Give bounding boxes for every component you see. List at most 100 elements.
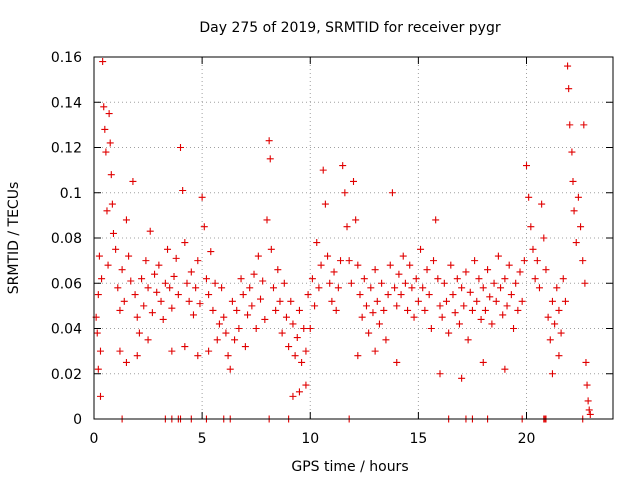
data-point	[334, 284, 342, 292]
data-point	[265, 137, 273, 145]
data-point	[133, 352, 141, 360]
data-point	[224, 352, 232, 360]
data-point	[252, 325, 260, 332]
data-point	[582, 358, 590, 366]
data-point	[399, 252, 407, 260]
data-point	[561, 297, 569, 305]
data-point	[566, 121, 574, 129]
data-point	[330, 268, 338, 276]
data-point	[406, 261, 414, 269]
data-point	[179, 186, 187, 194]
data-point	[215, 320, 223, 328]
data-point	[473, 297, 481, 305]
data-point	[423, 266, 431, 274]
data-point	[397, 291, 405, 299]
data-point	[360, 275, 368, 283]
data-point	[276, 297, 284, 305]
data-point	[382, 336, 390, 344]
data-point	[586, 410, 594, 418]
data-point	[106, 139, 114, 147]
data-point	[527, 223, 535, 231]
data-point	[144, 336, 152, 344]
data-point	[533, 257, 541, 265]
data-point	[455, 320, 463, 328]
data-point	[96, 347, 104, 355]
data-point	[523, 162, 530, 170]
data-point	[98, 275, 106, 283]
data-point	[371, 266, 379, 274]
data-point	[505, 261, 513, 269]
data-point	[155, 261, 163, 269]
axis-ticks: 0 0.02 0.04 0.06 0.08 0.1 0.12 0.14 0.16 0 5 10 15 20	[51, 50, 613, 447]
y-tick-label: 0.14	[51, 95, 82, 111]
y-tick-label: 0.1	[60, 186, 82, 202]
data-point	[373, 297, 381, 305]
data-point	[285, 343, 293, 351]
data-point	[412, 275, 420, 283]
data-point	[133, 313, 141, 321]
data-point	[315, 284, 323, 292]
data-point	[362, 302, 370, 310]
data-point	[414, 297, 422, 305]
data-point	[410, 313, 418, 321]
data-point	[148, 309, 156, 317]
data-point	[484, 266, 492, 274]
y-tick-label: 0	[73, 412, 82, 428]
data-point	[157, 297, 165, 305]
data-point	[187, 268, 195, 276]
data-point	[153, 288, 161, 296]
data-point	[295, 388, 303, 396]
data-point	[244, 311, 252, 319]
data-point	[514, 306, 522, 314]
data-point	[142, 257, 150, 265]
data-point	[213, 336, 221, 344]
data-point	[172, 254, 180, 262]
data-point	[105, 110, 113, 118]
data-point	[198, 193, 206, 201]
data-point	[135, 329, 143, 337]
data-point	[100, 103, 108, 111]
data-point	[356, 291, 364, 299]
data-point	[564, 62, 572, 70]
data-point	[174, 291, 182, 299]
data-point	[577, 223, 585, 231]
data-point	[302, 347, 310, 355]
data-point	[194, 352, 202, 360]
data-point	[228, 297, 236, 305]
data-point	[501, 275, 509, 283]
data-point	[510, 325, 518, 332]
data-point	[218, 284, 226, 292]
data-point	[266, 155, 274, 163]
data-point	[458, 284, 466, 292]
data-point	[192, 284, 200, 292]
data-point	[391, 284, 399, 292]
data-point	[557, 329, 565, 337]
data-point	[300, 325, 308, 332]
data-point	[425, 291, 433, 299]
data-point	[278, 329, 286, 337]
data-point	[226, 365, 234, 373]
data-point	[246, 284, 254, 292]
data-point	[384, 291, 392, 299]
data-point	[127, 277, 135, 285]
data-point	[259, 277, 267, 285]
data-point	[565, 85, 573, 93]
data-point	[417, 245, 425, 253]
data-point	[177, 144, 184, 151]
data-point	[324, 252, 332, 260]
data-point	[250, 270, 258, 278]
data-point	[569, 177, 577, 185]
data-point	[507, 291, 515, 299]
data-point	[375, 320, 383, 328]
data-point	[94, 291, 102, 299]
data-point	[200, 223, 208, 231]
data-point	[503, 302, 511, 310]
data-point	[93, 329, 101, 337]
data-point	[170, 272, 178, 280]
data-point	[151, 270, 159, 278]
data-point	[317, 261, 325, 269]
y-tick-label: 0.16	[51, 50, 82, 66]
data-point	[131, 291, 139, 299]
data-point	[272, 306, 280, 314]
data-point	[380, 306, 388, 314]
